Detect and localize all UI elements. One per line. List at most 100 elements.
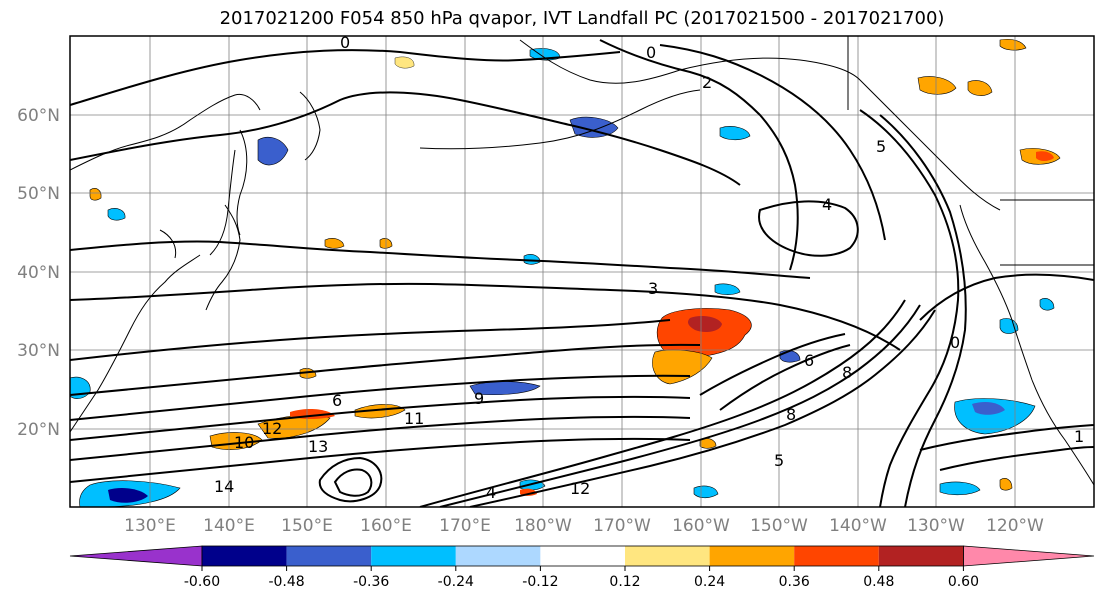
colorbar-segment bbox=[709, 546, 795, 566]
contour-line bbox=[758, 200, 859, 257]
anomaly-patch bbox=[693, 485, 719, 499]
lon-label: 150°E bbox=[281, 516, 333, 536]
contour-label: 1 bbox=[1074, 427, 1084, 446]
lon-label: 170°W bbox=[593, 516, 651, 536]
contour-label: 0 bbox=[646, 43, 656, 62]
contour-line bbox=[318, 456, 383, 503]
colorbar-tick-label: -0.48 bbox=[268, 574, 304, 590]
colorbar-tick-label: -0.60 bbox=[184, 574, 220, 590]
lon-label: 140°W bbox=[829, 516, 887, 536]
lon-label: 170°E bbox=[439, 516, 491, 536]
anomaly-patch bbox=[972, 402, 1005, 415]
contour-line bbox=[419, 299, 906, 507]
contour-label: 6 bbox=[804, 351, 814, 370]
colorbar-tick-label: -0.24 bbox=[438, 574, 474, 590]
contour-label: 4 bbox=[486, 483, 496, 502]
contour-label: 0 bbox=[340, 33, 350, 52]
colorbar-segment bbox=[878, 546, 964, 566]
contour-line bbox=[70, 91, 741, 186]
colorbar-extend-min bbox=[69, 545, 203, 567]
contour-line bbox=[70, 343, 701, 396]
anomaly-patch bbox=[394, 56, 415, 69]
anomaly-patch bbox=[324, 238, 345, 249]
colorbar-segment bbox=[202, 546, 287, 566]
contour-line bbox=[859, 109, 960, 507]
map-frame bbox=[69, 35, 1095, 508]
lon-label: 160°W bbox=[672, 516, 730, 536]
anomaly-patch bbox=[999, 318, 1019, 334]
colorbar-segment bbox=[540, 546, 625, 566]
contour-line bbox=[879, 114, 967, 507]
anomaly-patch bbox=[1039, 298, 1055, 311]
contour-line bbox=[70, 437, 691, 483]
contour-line bbox=[599, 39, 799, 271]
lat-label: 60°N bbox=[17, 106, 60, 126]
contour-layer bbox=[70, 39, 1094, 507]
map-title: 2017021200 F054 850 hPa qvapor, IVT Land… bbox=[219, 8, 945, 29]
colorbar-segment bbox=[625, 546, 710, 566]
contour-line bbox=[70, 415, 691, 461]
anomaly-patch bbox=[523, 254, 541, 265]
colorbar-extend-max bbox=[963, 545, 1095, 567]
anomaly-patch bbox=[108, 488, 148, 503]
lat-label: 20°N bbox=[17, 420, 60, 440]
colorbar-segment bbox=[371, 546, 456, 566]
contour-line bbox=[659, 44, 886, 241]
lon-label: 160°E bbox=[360, 516, 412, 536]
contour-label: 9 bbox=[474, 389, 484, 408]
colorbar-segment bbox=[455, 546, 541, 566]
anomaly-patch bbox=[714, 283, 741, 295]
colorbar-frame bbox=[201, 545, 964, 567]
contour-label: 3 bbox=[648, 279, 658, 298]
anomaly-patch bbox=[999, 478, 1013, 491]
contour-line bbox=[469, 309, 936, 507]
anomaly-patch bbox=[107, 208, 126, 221]
colorbar-tick-label: -0.36 bbox=[353, 574, 389, 590]
contour-line bbox=[919, 273, 1094, 321]
map-background bbox=[70, 36, 1094, 507]
anomaly-patch bbox=[719, 126, 751, 141]
contour-line bbox=[919, 424, 1094, 451]
contour-line bbox=[70, 395, 691, 441]
colorbar-tick-labels: -0.60 -0.48 -0.36 -0.24 -0.12 0.12 0.24 … bbox=[184, 574, 979, 590]
contour-label: 4 bbox=[822, 195, 832, 214]
contour-line bbox=[719, 344, 851, 411]
lon-label: 140°E bbox=[203, 516, 255, 536]
contour-line bbox=[70, 49, 621, 106]
contour-line bbox=[939, 446, 1094, 471]
anomaly-patch bbox=[257, 137, 289, 166]
contour-label: 14 bbox=[214, 477, 234, 496]
contour-label: 10 bbox=[234, 433, 254, 452]
contour-label: 12 bbox=[570, 479, 590, 498]
colorbar-segments bbox=[69, 545, 1095, 567]
coastline-alaska bbox=[519, 39, 1001, 211]
contour-label: 11 bbox=[404, 409, 424, 428]
coastline-north-america bbox=[959, 204, 1094, 486]
contour-label: 5 bbox=[774, 451, 784, 470]
colorbar-tick-label: 0.24 bbox=[694, 574, 725, 590]
anomaly-patch bbox=[917, 76, 957, 95]
lon-label: 180°W bbox=[514, 516, 572, 536]
colorbar-tick-label: 0.60 bbox=[948, 574, 979, 590]
contour-line bbox=[70, 374, 691, 421]
contour-line bbox=[70, 240, 811, 279]
contour-label-layer: 0 0 2 5 4 3 0 9 6 11 10 12 13 14 8 5 6 8… bbox=[214, 33, 1084, 502]
lat-label: 40°N bbox=[17, 263, 60, 283]
lon-label: 120°W bbox=[986, 516, 1044, 536]
colorbar-tick-label: 0.12 bbox=[609, 574, 640, 590]
longitude-labels: 130°E 140°E 150°E 160°E 170°E 180°W 170°… bbox=[124, 516, 1044, 536]
coastline-boundary bbox=[847, 36, 1094, 266]
anomaly-patch bbox=[939, 481, 981, 496]
lon-label: 130°W bbox=[907, 516, 965, 536]
lat-label: 50°N bbox=[17, 184, 60, 204]
coastline-kamchatka bbox=[299, 91, 321, 161]
colorbar-segment bbox=[286, 546, 372, 566]
lon-label: 130°E bbox=[124, 516, 176, 536]
colorbar-tick-label: 0.36 bbox=[779, 574, 810, 590]
anomaly-patch bbox=[687, 316, 722, 332]
contour-label: 8 bbox=[842, 363, 852, 382]
coastline-layer bbox=[70, 36, 1094, 486]
contour-label: 5 bbox=[876, 137, 886, 156]
